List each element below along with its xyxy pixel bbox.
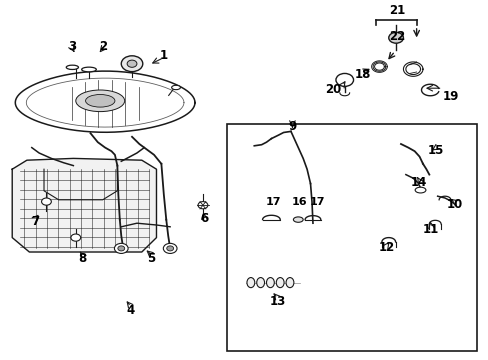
Text: 22: 22: [388, 30, 405, 43]
Ellipse shape: [414, 187, 425, 193]
Ellipse shape: [285, 278, 293, 288]
Text: 8: 8: [78, 252, 86, 265]
Text: 2: 2: [99, 40, 106, 53]
Text: 21: 21: [388, 4, 405, 17]
Text: 16: 16: [291, 197, 306, 207]
Text: 17: 17: [265, 197, 281, 207]
Circle shape: [41, 198, 51, 205]
Bar: [227, 124, 476, 351]
Ellipse shape: [66, 65, 78, 69]
Circle shape: [166, 246, 173, 251]
Circle shape: [388, 32, 403, 43]
Text: 20: 20: [325, 83, 341, 96]
Text: 18: 18: [354, 68, 370, 81]
Circle shape: [121, 56, 142, 72]
Ellipse shape: [246, 278, 254, 288]
Text: 7: 7: [31, 215, 39, 228]
Ellipse shape: [256, 278, 264, 288]
Text: 14: 14: [410, 176, 427, 189]
Circle shape: [198, 202, 207, 209]
Ellipse shape: [85, 95, 115, 107]
Ellipse shape: [171, 85, 180, 90]
Text: 3: 3: [68, 40, 76, 53]
Text: 9: 9: [288, 120, 296, 133]
Text: 4: 4: [127, 304, 135, 317]
Ellipse shape: [276, 278, 284, 288]
Text: 1: 1: [160, 49, 167, 62]
Text: 19: 19: [442, 90, 458, 103]
Circle shape: [163, 243, 177, 253]
Ellipse shape: [76, 90, 124, 112]
Ellipse shape: [293, 217, 303, 222]
Text: 12: 12: [378, 241, 395, 254]
Polygon shape: [12, 158, 156, 252]
Text: 6: 6: [200, 212, 207, 225]
Text: 13: 13: [269, 295, 285, 308]
Text: 10: 10: [446, 198, 462, 211]
Circle shape: [118, 246, 124, 251]
Text: 5: 5: [147, 252, 155, 265]
Text: 15: 15: [427, 144, 444, 157]
Circle shape: [114, 243, 128, 253]
Ellipse shape: [81, 67, 96, 72]
Text: 17: 17: [309, 197, 325, 207]
Circle shape: [71, 234, 81, 241]
Ellipse shape: [266, 278, 274, 288]
Circle shape: [127, 60, 137, 67]
Text: 11: 11: [422, 223, 439, 236]
